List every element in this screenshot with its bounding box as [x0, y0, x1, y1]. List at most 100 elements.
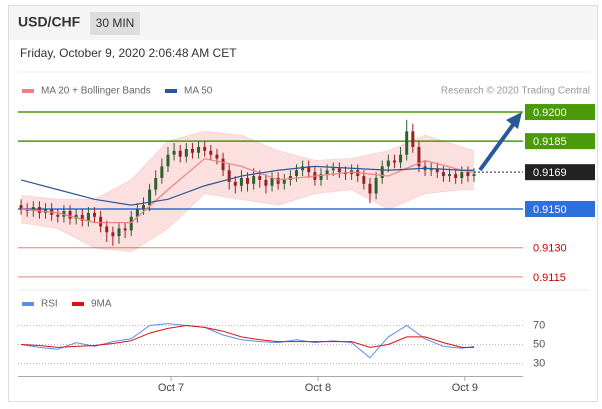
candle-body	[203, 146, 207, 151]
candle-body	[435, 168, 439, 173]
candle-body	[141, 205, 145, 210]
legend-label: RSI	[41, 299, 58, 310]
candle-body	[466, 172, 470, 177]
candle-body	[111, 232, 115, 237]
candle-body	[417, 146, 421, 167]
band-lower	[20, 189, 475, 253]
candle-body	[399, 154, 403, 163]
candle-body	[166, 154, 170, 167]
legend-label: MA 50	[184, 86, 213, 97]
candle-body	[135, 209, 139, 217]
candle-body	[252, 176, 256, 184]
level-box	[525, 201, 595, 218]
candle-body	[37, 207, 41, 213]
candle-body	[160, 166, 164, 178]
candle-body	[172, 150, 176, 155]
level-label: 0.9150	[533, 204, 567, 216]
candle-body	[80, 214, 84, 221]
level-box	[525, 164, 595, 181]
level-label: 0.9169	[533, 167, 567, 179]
x-tick-label: Oct 7	[158, 382, 184, 394]
band-upper	[21, 130, 475, 200]
candle-body	[301, 166, 305, 171]
candle-body	[184, 148, 188, 157]
candle-body	[31, 207, 35, 211]
level-label: 0.9200	[533, 107, 567, 119]
candle-body	[331, 168, 335, 171]
candle-body	[472, 174, 476, 177]
level-box	[525, 104, 595, 121]
legend-label: 9MA	[91, 299, 112, 310]
candle-body	[99, 216, 103, 227]
timeframe-box	[90, 12, 140, 35]
candle-body	[105, 226, 109, 233]
candle-body	[319, 174, 323, 180]
chart-title: USD/CHF	[18, 14, 81, 30]
candle-body	[239, 177, 243, 186]
rsi-panel: RSI 9MA 70 50 30 Oct 7 Oct 8 Oct 9	[18, 299, 545, 394]
candle-body	[221, 158, 225, 171]
candle-body	[178, 150, 182, 157]
candle-body	[337, 168, 341, 173]
candle-body	[74, 214, 78, 219]
candle-body	[148, 189, 152, 206]
candle-body	[197, 146, 201, 153]
candle-body	[448, 174, 452, 177]
level-box	[525, 133, 595, 150]
candle-body	[368, 183, 372, 194]
level-label: 0.9130	[533, 243, 567, 255]
candle-body	[386, 160, 390, 167]
candle-body	[62, 210, 66, 217]
candle-body	[246, 177, 250, 184]
legend-swatch	[22, 89, 34, 93]
timeframe: 30 MIN	[96, 16, 135, 30]
arrow-shaft	[478, 120, 517, 172]
candle-body	[93, 212, 97, 217]
candle-body	[454, 174, 458, 178]
candle-body	[215, 154, 219, 159]
arrow-head	[506, 112, 522, 129]
candle-body	[270, 177, 274, 186]
candle-body	[258, 176, 262, 180]
candle-body	[227, 170, 231, 182]
level-label: 0.9185	[533, 136, 567, 148]
candle-body	[460, 172, 464, 178]
timestamp: Friday, October 9, 2020 2:06:48 AM CET	[20, 46, 237, 60]
candle-body	[429, 168, 433, 171]
candle-body	[117, 228, 121, 237]
price-panel: MA 20 + Bollinger Bands MA 50 0.9200 0.9185…	[18, 86, 595, 284]
candle-body	[374, 177, 378, 194]
candle-body	[123, 228, 127, 231]
candle-body	[56, 214, 60, 217]
candle-body	[392, 160, 396, 163]
moving-average	[20, 165, 475, 206]
candle-body	[190, 148, 194, 153]
candle-body	[282, 179, 286, 184]
candle-body	[233, 181, 237, 186]
rsi-line	[21, 324, 475, 348]
level-label: 0.9115	[533, 272, 566, 284]
legend-label: MA 20 + Bollinger Bands	[41, 86, 151, 97]
candle-body	[209, 150, 213, 155]
candle-body	[307, 166, 311, 173]
arrow	[478, 112, 522, 172]
y-tick-label: 30	[533, 357, 545, 369]
candle-body	[264, 179, 268, 186]
y-tick-label: 70	[533, 319, 545, 331]
candle-body	[288, 176, 292, 180]
legend-swatch	[165, 89, 177, 93]
bollinger-band	[21, 131, 475, 252]
candle-body	[154, 177, 158, 190]
candle-body	[86, 212, 90, 221]
candle-body	[68, 210, 72, 219]
candle-body	[411, 131, 415, 147]
x-tick-label: Oct 8	[305, 382, 331, 394]
candle-body	[276, 177, 280, 184]
source: Research © 2020 Trading Central	[441, 86, 590, 97]
candle-body	[441, 172, 445, 177]
candle-body	[362, 176, 366, 184]
legend-swatch	[22, 302, 34, 306]
candle-body	[19, 205, 23, 210]
legend-swatch	[72, 302, 84, 306]
